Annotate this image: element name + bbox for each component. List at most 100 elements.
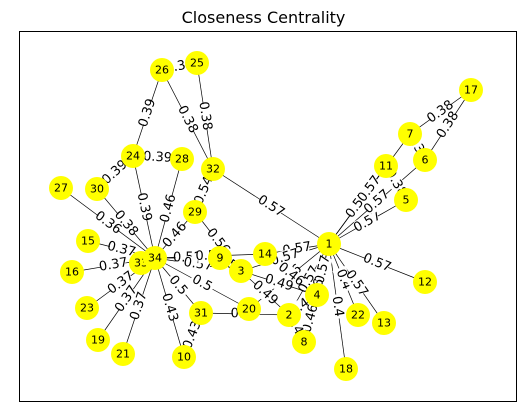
edge-label-bg [332,265,355,294]
edge-label-bg [353,209,382,235]
node-label-23: 23 [80,302,94,315]
plot-frame [19,31,517,402]
node-label-25: 25 [190,57,204,70]
edge-label: 0.4 [333,267,355,292]
edge-label-bg [145,149,170,166]
node-label-21: 21 [116,348,130,361]
node-10 [172,345,196,369]
edge-label-bg [107,270,135,296]
node-2 [277,303,301,327]
node-28 [170,147,194,171]
node-label-16: 16 [65,266,79,279]
node-label-6: 6 [422,154,429,167]
node-19 [86,328,110,352]
node-34 [143,246,167,270]
edge-label-bg [161,221,189,249]
edge-label-bg [108,239,135,260]
node-3 [229,259,253,283]
node-20 [237,297,261,321]
node-label-12: 12 [418,276,432,289]
node-label-18: 18 [339,363,353,376]
edge-label-bg [101,159,129,186]
node-label-8: 8 [301,336,308,349]
node-24 [121,144,145,168]
node-23 [75,296,99,320]
node-label-26: 26 [155,64,169,77]
node-9 [208,246,232,270]
node-25 [185,51,209,75]
node-label-3: 3 [238,265,245,278]
edge-label-bg [175,105,200,134]
edge-label-bg [435,111,461,139]
edge-label: 0.37 [98,255,129,275]
node-label-2: 2 [286,309,293,322]
edge-label: 0.39 [136,97,159,129]
edge-label-bg [192,176,216,205]
node-32 [201,157,225,181]
edge-label: 0.46 [157,193,179,225]
edge-label-bg [426,99,455,125]
edge-label-bg [297,265,321,294]
node-label-1: 1 [326,238,333,251]
node-13 [372,311,396,335]
edge-label-bg [128,292,150,320]
node-27 [49,176,73,200]
node-label-20: 20 [242,303,256,316]
edge-label-bg [137,99,158,127]
node-label-32: 32 [206,163,220,176]
node-12 [413,270,437,294]
node-14 [253,242,277,266]
edge-label-bg [188,271,216,296]
node-label-19: 19 [91,334,105,347]
edge-label-bg [300,305,321,332]
plot-title: Closeness Centrality [181,8,346,27]
edge-label: 0.57 [255,192,287,220]
node-label-4: 4 [314,289,321,302]
node-label-28: 28 [175,153,189,166]
node-26 [150,58,174,82]
edge-label-bg [251,279,279,307]
node-21 [111,342,135,366]
node-label-10: 10 [177,351,191,364]
node-label-17: 17 [464,84,478,97]
node-label-9: 9 [217,252,224,265]
edge-label-bg [159,294,180,321]
edge-label: 0.38 [195,101,214,132]
edge-label-bg [271,247,299,268]
edge-label-bg [363,252,391,274]
edge-label: 0.57 [361,251,393,276]
node-label-29: 29 [188,206,202,219]
edge-label: 0.39 [134,191,155,222]
edge-label-bg [112,209,140,238]
edge-label-bg [158,195,179,222]
edge-label-bg [328,293,347,320]
node-label-13: 13 [377,317,391,330]
node-label-34: 34 [148,252,162,265]
node-label-15: 15 [81,235,95,248]
edge-label-bg [94,210,122,236]
edge-label-bg [113,285,140,313]
edge-label-bg [196,103,214,129]
node-6 [413,148,437,172]
edge-label: 0.4 [329,295,347,318]
node-label-5: 5 [403,194,410,207]
edge-label: 0.37 [106,239,138,261]
node-label-22: 22 [351,309,365,322]
edge-label: 0.57 [312,254,333,286]
node-15 [76,229,100,253]
node-18 [334,357,358,381]
edge-label-bg [181,321,204,349]
node-label-27: 27 [54,182,68,195]
node-label-30: 30 [90,183,104,196]
edge-label-bg [313,256,333,283]
node-5 [394,188,418,212]
edge-label-bg [257,194,285,219]
edge-label-bg [343,269,370,298]
node-30 [85,177,109,201]
node-7 [398,122,422,146]
node-4 [305,283,329,307]
edge-label-bg [164,271,192,300]
edge-label-bg [277,261,305,288]
edge-label-bg [356,175,383,203]
